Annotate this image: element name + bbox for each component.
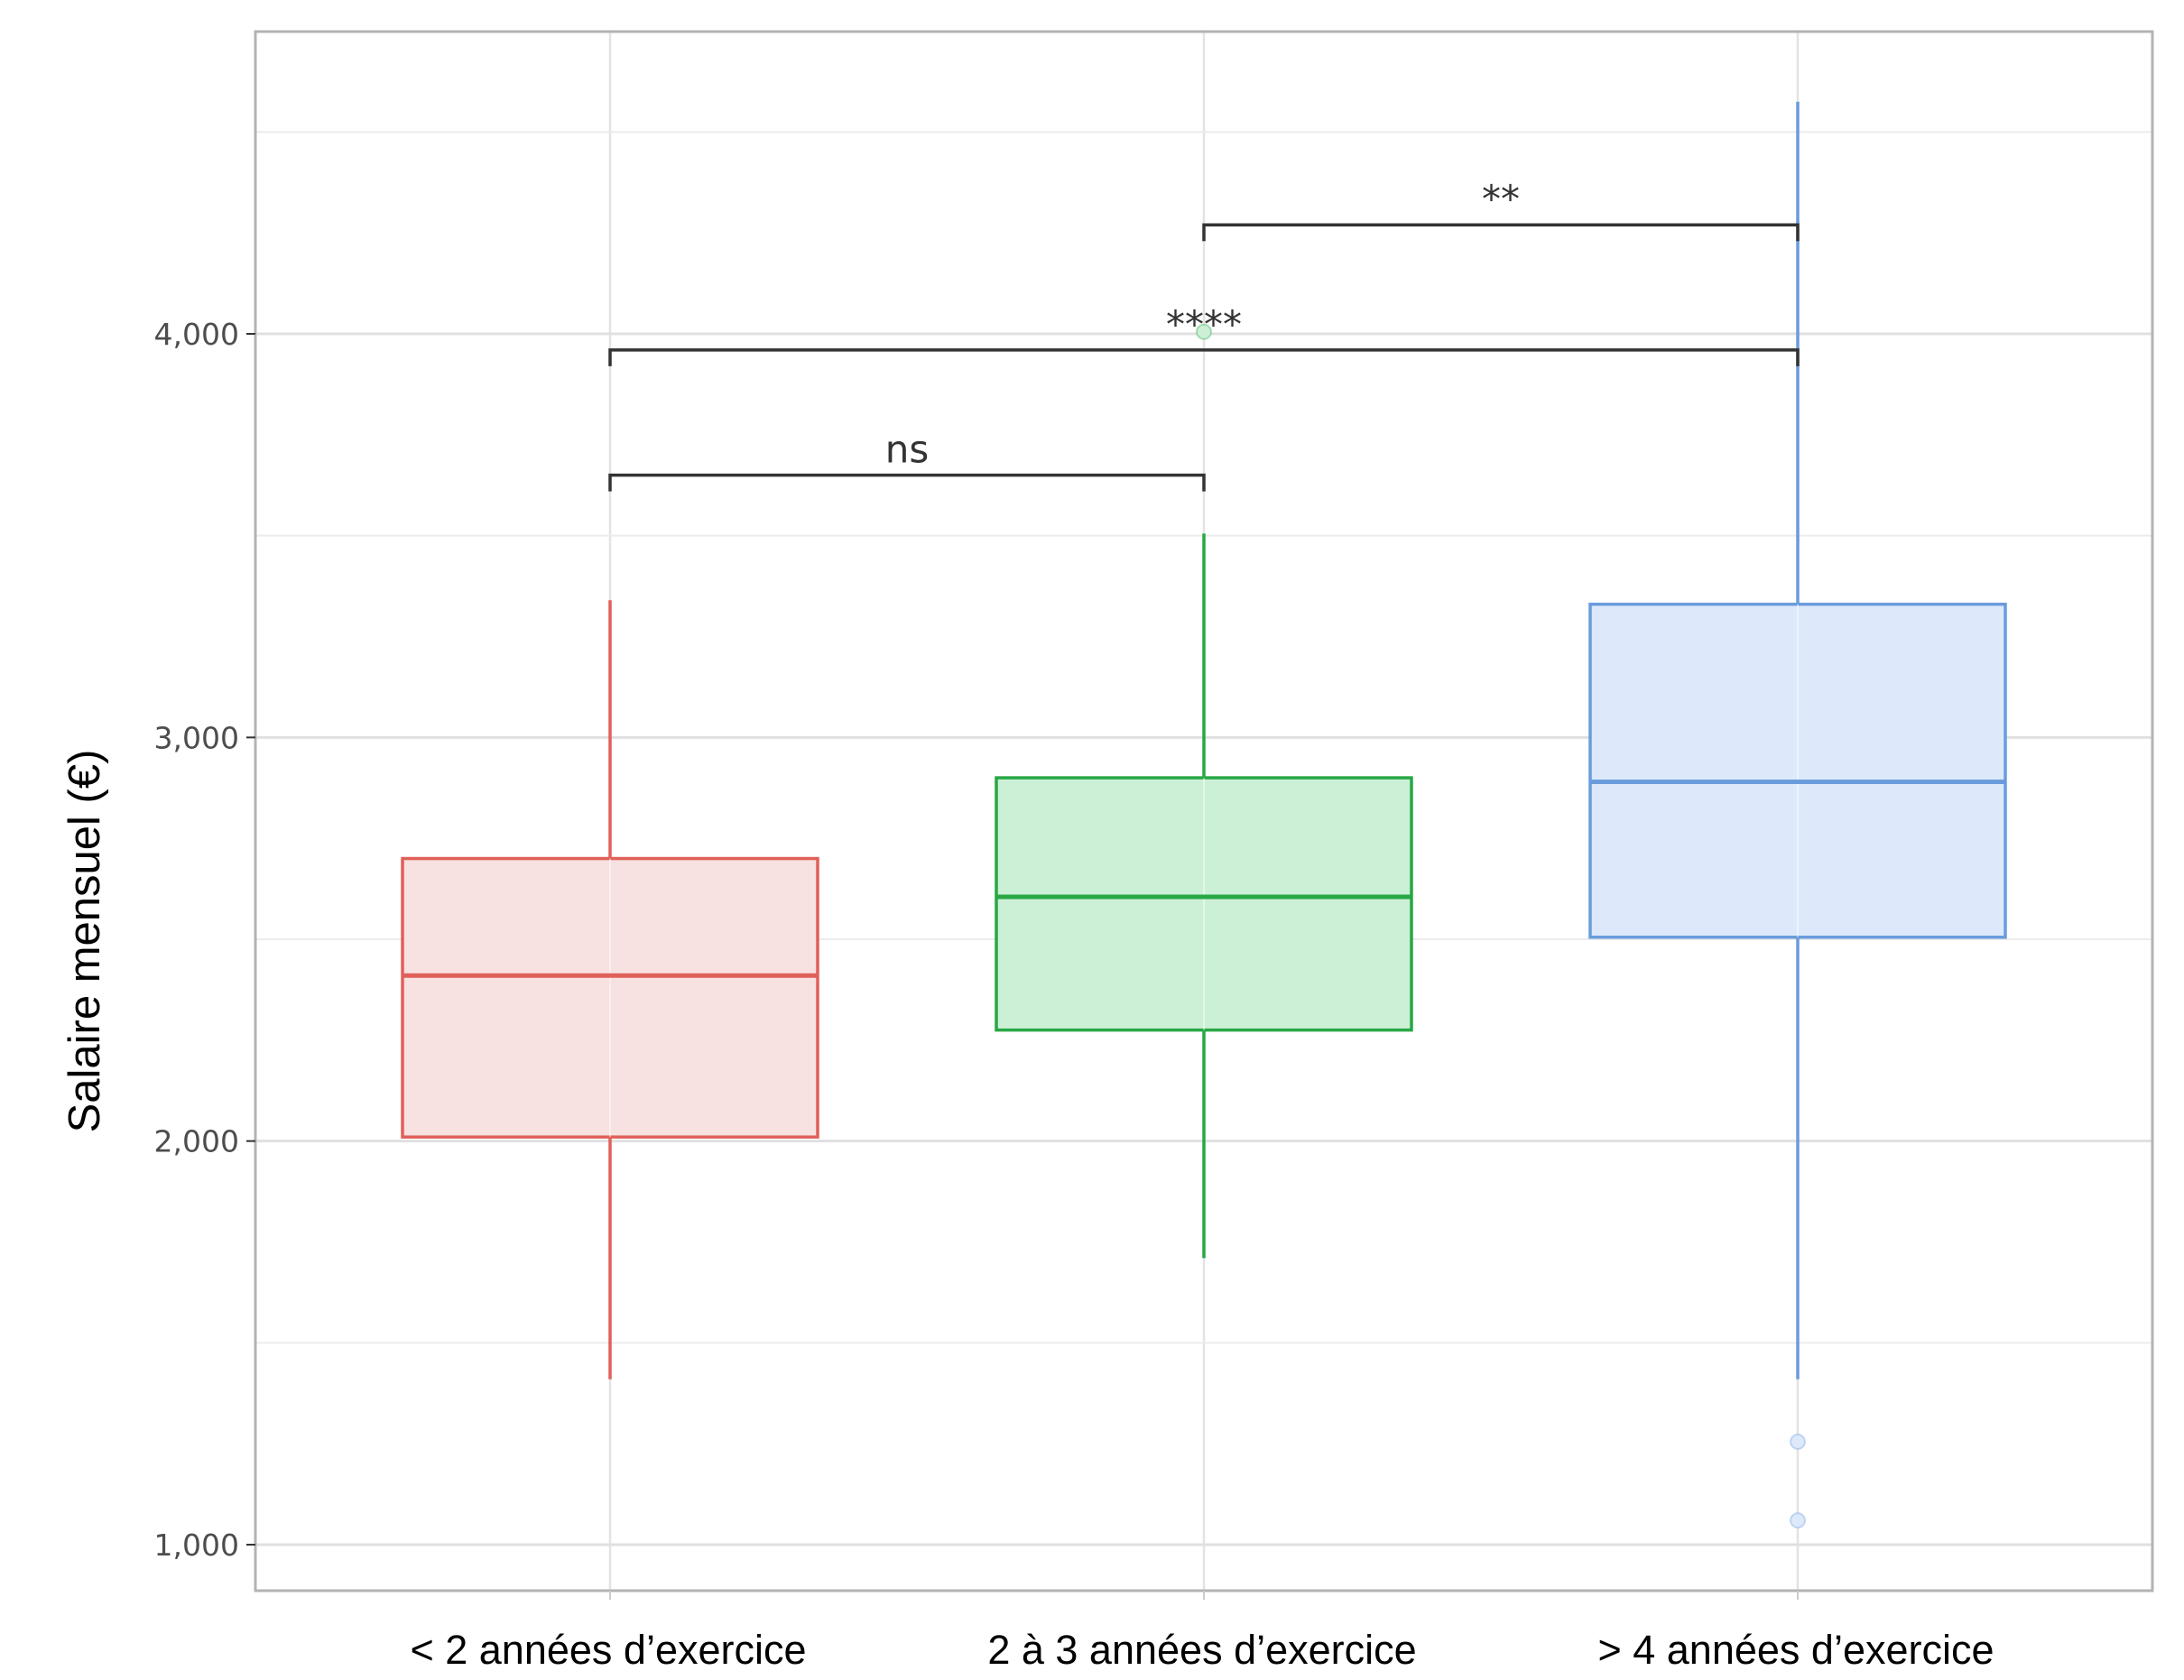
- outlier-2-0: [1790, 1433, 1806, 1450]
- box-iqr-1: [995, 776, 1413, 1032]
- box-2: [1588, 101, 2007, 1529]
- y-axis-title: Salaire mensuel (€): [60, 750, 109, 1133]
- x-tick-label-0: < 2 années d’exercice: [410, 1627, 806, 1673]
- bracket-label-0: ns: [885, 428, 930, 472]
- y-axis: 1,000 2,000 3,000 4,000: [154, 317, 255, 1563]
- y-tick-label-2: 3,000: [154, 720, 239, 755]
- y-tick-label-0: 1,000: [154, 1528, 239, 1563]
- boxplots: [401, 101, 2007, 1529]
- box-1: [995, 323, 1413, 1259]
- x-axis: < 2 années d’exercice 2 à 3 années d’exer…: [410, 1591, 1994, 1673]
- bracket-0: [608, 473, 1206, 492]
- box-iqr-0: [401, 856, 819, 1139]
- bracket-2: [1202, 223, 1800, 242]
- bracket-label-1: ****: [1166, 302, 1242, 346]
- bracket-1: [608, 348, 1800, 366]
- outlier-2-1: [1790, 1512, 1806, 1529]
- box-iqr-2: [1588, 602, 2007, 939]
- y-tick-label-3: 4,000: [154, 317, 239, 352]
- box-0: [401, 600, 819, 1380]
- bracket-label-2: **: [1482, 177, 1520, 221]
- x-tick-label-2: > 4 années d’exercice: [1597, 1627, 1994, 1673]
- outlier-1-0: [1196, 323, 1212, 340]
- x-tick-label-1: 2 à 3 années d’exercice: [987, 1627, 1416, 1673]
- y-tick-label-1: 2,000: [154, 1124, 239, 1159]
- significance-brackets: ns******: [608, 177, 1800, 492]
